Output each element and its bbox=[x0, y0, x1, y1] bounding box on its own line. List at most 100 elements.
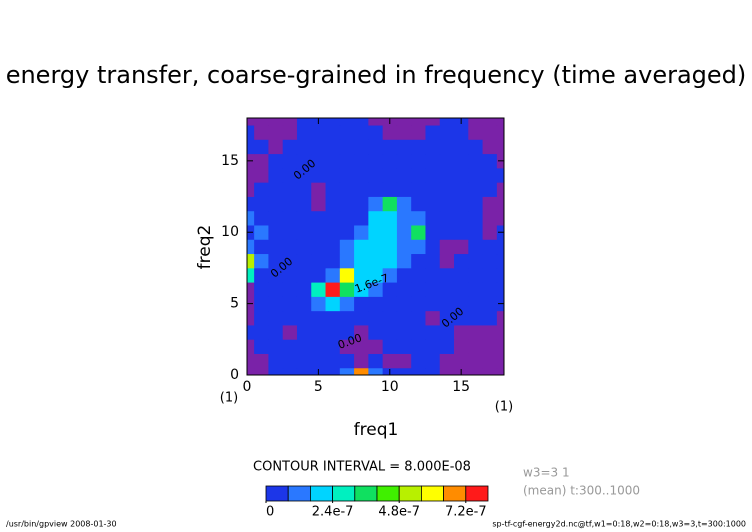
contour-cell bbox=[247, 125, 255, 140]
contour-cell bbox=[382, 296, 398, 312]
contour-cell bbox=[339, 167, 355, 183]
contour-cell bbox=[482, 339, 498, 354]
contour-cell bbox=[247, 353, 255, 369]
contour-cell bbox=[282, 182, 298, 197]
contour-cell bbox=[325, 196, 341, 212]
contour-cell bbox=[311, 239, 326, 255]
contour-cell bbox=[496, 253, 505, 269]
contour-cell bbox=[254, 325, 269, 340]
contour-cell bbox=[268, 153, 284, 169]
contour-cell bbox=[496, 310, 505, 326]
contour-cell bbox=[411, 182, 426, 197]
contour-cell bbox=[311, 167, 326, 183]
contour-cell bbox=[425, 239, 441, 255]
contour-cell bbox=[425, 118, 441, 126]
contour-cell bbox=[368, 339, 384, 354]
contour-cell bbox=[268, 267, 284, 283]
contour-cell bbox=[482, 239, 498, 255]
contour-cell bbox=[354, 125, 369, 140]
contour-cell bbox=[382, 353, 398, 369]
contour-cell bbox=[468, 353, 483, 369]
contour-cell bbox=[439, 239, 455, 255]
contour-cell bbox=[311, 153, 326, 169]
contour-cell bbox=[296, 310, 312, 326]
contour-cell bbox=[282, 196, 298, 212]
x-tick-label: 10 bbox=[381, 379, 399, 395]
contour-cell bbox=[496, 239, 505, 255]
contour-cell bbox=[425, 296, 441, 312]
contour-cell bbox=[368, 353, 384, 369]
contour-cell bbox=[439, 167, 455, 183]
x-axis-label: freq1 bbox=[354, 420, 399, 440]
contour-cell bbox=[439, 118, 455, 126]
contour-cell bbox=[411, 296, 426, 312]
contour-cell bbox=[496, 267, 505, 283]
contour-cell bbox=[454, 282, 469, 297]
contour-cell bbox=[396, 125, 412, 140]
contour-cell bbox=[282, 225, 298, 240]
contour-cell bbox=[325, 182, 341, 197]
contour-cell bbox=[296, 167, 312, 183]
footer-right: sp-tf-cgf-energy2d.nc@tf,w1=0:18,w2=0:18… bbox=[492, 520, 746, 529]
contour-cell bbox=[411, 239, 426, 255]
contour-cell bbox=[496, 118, 505, 126]
contour-cell bbox=[439, 282, 455, 297]
contour-cell bbox=[254, 125, 269, 140]
contour-cell bbox=[247, 267, 255, 283]
contour-cell bbox=[425, 210, 441, 226]
contour-cell bbox=[496, 339, 505, 354]
colorbar-tick-label: 0 bbox=[266, 505, 274, 520]
contour-cell bbox=[296, 139, 312, 155]
contour-cell bbox=[339, 153, 355, 169]
contour-cell bbox=[325, 225, 341, 240]
contour-cell bbox=[339, 225, 355, 240]
contour-cell bbox=[382, 139, 398, 155]
contour-cell bbox=[454, 196, 469, 212]
colorbar-box bbox=[354, 485, 378, 502]
contour-cell bbox=[482, 367, 498, 376]
contour-cell bbox=[439, 182, 455, 197]
contour-cell bbox=[411, 310, 426, 326]
contour-cell bbox=[468, 339, 483, 354]
contour-cell bbox=[296, 353, 312, 369]
contour-cell bbox=[247, 367, 255, 376]
contour-cell bbox=[482, 167, 498, 183]
contour-cell bbox=[368, 118, 384, 126]
contour-cell bbox=[468, 225, 483, 240]
contour-cell bbox=[254, 253, 269, 269]
contour-cell bbox=[282, 310, 298, 326]
colorbar-box bbox=[265, 485, 289, 502]
contour-cell bbox=[354, 139, 369, 155]
contour-cell bbox=[425, 125, 441, 140]
contour-cell bbox=[254, 153, 269, 169]
contour-cell bbox=[354, 167, 369, 183]
contour-cell bbox=[439, 267, 455, 283]
x-tick-label: 5 bbox=[314, 379, 323, 395]
contour-cell bbox=[282, 210, 298, 226]
contour-cell bbox=[396, 139, 412, 155]
contour-cell bbox=[496, 196, 505, 212]
contour-cell bbox=[254, 296, 269, 312]
contour-cell bbox=[325, 253, 341, 269]
colorbar-box bbox=[443, 485, 467, 502]
contour-cell bbox=[339, 139, 355, 155]
colorbar-box bbox=[376, 485, 400, 502]
contour-cell bbox=[382, 239, 398, 255]
contour-cell bbox=[282, 353, 298, 369]
contour-cell bbox=[311, 282, 326, 297]
contour-cell bbox=[482, 139, 498, 155]
contour-cell bbox=[325, 118, 341, 126]
contour-cell bbox=[411, 225, 426, 240]
contour-cell bbox=[247, 167, 255, 183]
contour-cell bbox=[396, 296, 412, 312]
contour-cell bbox=[482, 267, 498, 283]
contour-cell bbox=[354, 296, 369, 312]
contour-cell bbox=[339, 296, 355, 312]
contour-cell bbox=[325, 239, 341, 255]
contour-cell bbox=[482, 282, 498, 297]
contour-cell bbox=[496, 182, 505, 197]
contour-cell bbox=[482, 310, 498, 326]
contour-cell bbox=[354, 118, 369, 126]
contour-cell bbox=[496, 367, 505, 376]
contour-cell bbox=[268, 239, 284, 255]
